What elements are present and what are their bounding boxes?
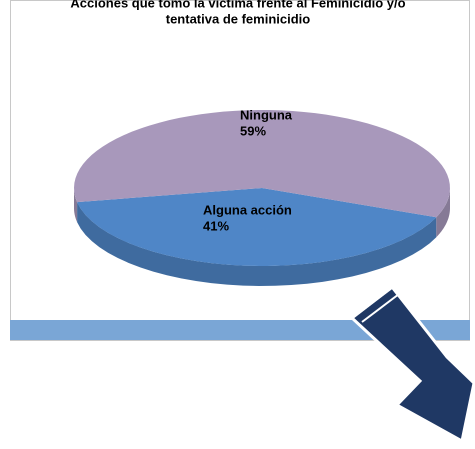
chart-subtitle: tentativa de feminicidio (166, 11, 311, 26)
slice (77, 188, 437, 266)
arrow-stripe (357, 283, 396, 315)
chart-title: Acciones que tomó la víctima frente al F… (70, 0, 405, 10)
slice-value-label: 41% (203, 218, 229, 233)
footer-band (10, 320, 470, 340)
slice (74, 110, 450, 218)
slice-label: Alguna acción (203, 202, 292, 217)
slice-side (77, 202, 437, 286)
slice-side (436, 188, 450, 238)
arrow-shape (349, 284, 475, 444)
slice-label: Ninguna (240, 107, 293, 122)
slice-side (74, 188, 78, 223)
slice-value-label: 59% (240, 123, 266, 138)
arrow (349, 283, 475, 444)
arrow-stripe (361, 293, 400, 323)
